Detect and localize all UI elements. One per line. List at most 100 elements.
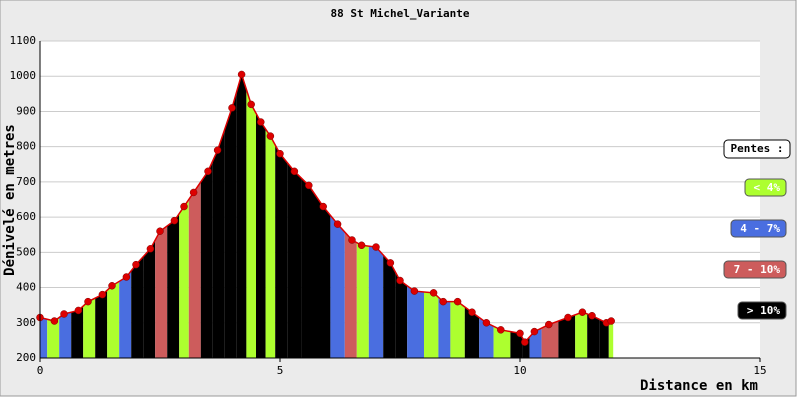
legend-swatch (737, 301, 787, 320)
slope-strip (256, 113, 266, 358)
slope-strip (330, 215, 345, 358)
profile-point (156, 227, 164, 235)
y-tick-label: 400 (16, 281, 36, 294)
profile-point (468, 308, 476, 316)
profile-point (290, 167, 299, 176)
y-tick-label: 500 (16, 245, 36, 258)
y-tick-label: 1000 (10, 69, 37, 82)
slope-strip (301, 178, 316, 358)
slope-strip (493, 326, 511, 358)
slope-strip (107, 281, 120, 358)
slope-strip (275, 144, 288, 358)
y-tick-label: 900 (16, 104, 36, 117)
slope-strip (587, 313, 600, 358)
profile-point (180, 202, 188, 211)
profile-point (497, 326, 505, 334)
slope-strip (155, 225, 168, 358)
profile-point (122, 273, 131, 281)
profile-point (170, 216, 179, 225)
profile-point (521, 338, 529, 346)
slope-strip (395, 271, 408, 358)
slope-strip (541, 321, 559, 358)
profile-point (357, 241, 366, 250)
legend-swatch (723, 260, 787, 279)
slope-strip (529, 328, 542, 358)
slope-strip (200, 160, 213, 358)
y-tick-label: 1100 (10, 34, 37, 47)
slope-strip (287, 162, 302, 358)
x-axis-label: Distance en km (640, 378, 758, 394)
profile-point (189, 188, 198, 197)
profile-point (237, 70, 246, 79)
profile-point (60, 310, 68, 318)
slope-strip (83, 298, 96, 358)
slope-strip (119, 270, 132, 358)
slope-strip (558, 314, 576, 358)
profile-point (266, 132, 275, 140)
slope-strip (265, 129, 276, 358)
slope-strip (344, 232, 357, 358)
profile-point (578, 308, 587, 316)
y-tick-label: 600 (16, 210, 36, 223)
slope-strip (599, 319, 609, 358)
profile-point (247, 100, 255, 109)
profile-point (439, 297, 447, 306)
profile-point (386, 259, 395, 267)
legend-label: 4 - 7% (740, 222, 780, 235)
profile-point (213, 146, 222, 154)
slope-strip (167, 213, 180, 358)
legend-label: 7 - 10% (734, 263, 781, 276)
legend-title-box (723, 139, 791, 159)
slope-strip (40, 317, 48, 358)
profile-point (516, 329, 524, 338)
profile-point (372, 243, 380, 251)
profile-point (396, 276, 404, 285)
profile-point (429, 289, 438, 297)
y-tick-label: 200 (16, 351, 36, 364)
slope-strip (356, 242, 369, 358)
chart-title: 88 St Michel_Variante (330, 7, 469, 20)
x-tick-label: 10 (513, 364, 526, 377)
profile-point (146, 245, 155, 253)
legend-swatch (744, 178, 787, 197)
y-tick-label: 800 (16, 140, 36, 153)
slope-strip (407, 285, 424, 358)
x-tick-label: 5 (277, 364, 284, 377)
profile-point (348, 236, 356, 244)
profile-point (588, 311, 596, 320)
x-tick-label: 0 (37, 364, 44, 377)
profile-point (276, 149, 284, 158)
profile-point (530, 327, 539, 336)
slope-strip (224, 91, 237, 359)
profile-point (204, 167, 212, 176)
slope-strip (575, 312, 588, 358)
profile-point (305, 181, 313, 190)
slope-strip (479, 317, 494, 358)
slope-strip (464, 306, 480, 358)
slope-strip (47, 317, 60, 358)
profile-point (319, 202, 327, 211)
slope-strip (608, 321, 614, 358)
profile-point (74, 306, 83, 315)
slope-strip (236, 74, 247, 358)
profile-point (453, 297, 462, 306)
legend-title: Pentes : (731, 142, 784, 155)
slope-strip (188, 181, 201, 358)
y-axis-label: Dénivelé en metres (2, 124, 18, 276)
legend-label: < 4% (754, 181, 781, 194)
legend-label: > 10% (747, 304, 780, 317)
slope-strip (316, 195, 331, 358)
profile-point (132, 260, 140, 269)
profile-point (108, 282, 116, 290)
profile-point (84, 297, 92, 306)
profile-point (564, 313, 572, 322)
slope-strip (368, 246, 384, 358)
slope-strip (59, 312, 72, 358)
slope-strip (143, 240, 156, 358)
x-tick-label: 15 (753, 364, 766, 377)
profile-point (98, 290, 107, 299)
slope-strip (383, 254, 396, 358)
slope-strip (95, 290, 108, 358)
slope-strip (424, 291, 439, 358)
